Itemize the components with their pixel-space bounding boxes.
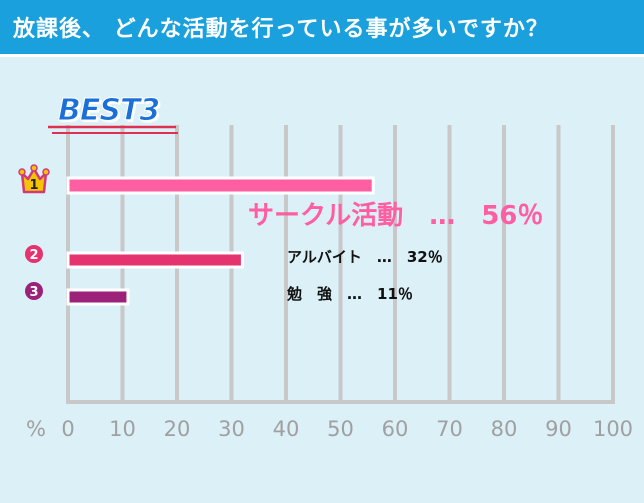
question-title: 放課後、 どんな活動を行っている事が多いですか？: [13, 17, 549, 42]
data-label-2: アルバイト … 32％: [287, 248, 443, 266]
rank-1-crown-icon: [20, 167, 48, 194]
crown-jewel-center: [30, 164, 38, 172]
x-tick-label-50: 50: [327, 417, 354, 441]
best3-badge-shadow: BEST3: [60, 95, 161, 130]
bar-1: [66, 176, 375, 195]
question-header: 放課後、 どんな活動を行っている事が多いですか？: [0, 0, 644, 57]
x-tick-label-0: 0: [61, 417, 74, 441]
x-tick-label-40: 40: [273, 417, 300, 441]
x-tick-label-30: 30: [218, 417, 245, 441]
crown-jewel-left: [18, 168, 26, 176]
x-tick-label-10: 10: [109, 417, 136, 441]
crown-jewel-right: [42, 168, 50, 176]
unit-label: %: [26, 417, 46, 441]
data-label-3: 勉 強 … 11％: [286, 285, 413, 303]
bar-2: [66, 251, 244, 269]
rank-3-circle-icon: [25, 282, 43, 300]
best3-badge: BEST3: [58, 93, 159, 128]
x-tick-label-60: 60: [382, 417, 409, 441]
rank-2-number: 2: [29, 248, 38, 263]
rank-1-number: 1: [29, 178, 38, 193]
x-tick-label-80: 80: [491, 417, 518, 441]
x-tick-label-20: 20: [164, 417, 191, 441]
x-tick-label-100: 100: [593, 417, 633, 441]
bar-3: [66, 288, 130, 306]
x-tick-label-90: 90: [545, 417, 572, 441]
rank-3-number: 3: [29, 285, 38, 300]
data-label-1: サークル活動 … 56％: [248, 201, 543, 231]
x-tick-label-70: 70: [436, 417, 463, 441]
rank-2-circle-icon: [25, 245, 43, 263]
